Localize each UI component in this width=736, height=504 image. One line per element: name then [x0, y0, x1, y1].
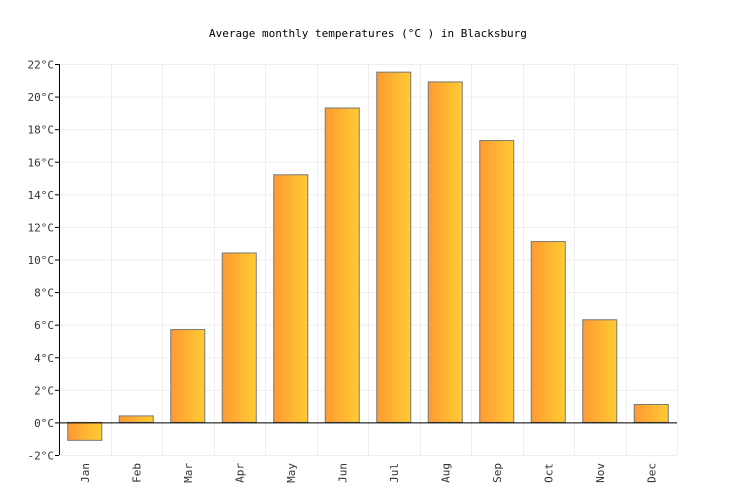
bar-feb: [118, 415, 154, 423]
y-tick-label: 18°C: [28, 124, 55, 137]
x-tick-label: Nov: [594, 463, 607, 483]
bar-jan: [67, 421, 103, 441]
y-tick-label: 10°C: [28, 254, 55, 267]
x-tick-label: Apr: [233, 463, 246, 483]
x-tick-label: Aug: [439, 463, 452, 483]
bar-sep: [479, 140, 515, 423]
x-tick-label: Jan: [79, 463, 92, 483]
bar-mar: [170, 329, 206, 423]
x-tick-label: Mar: [182, 463, 195, 483]
x-tick-label: Jul: [388, 463, 401, 483]
x-tick-label: Sep: [491, 463, 504, 483]
y-tick-label: 12°C: [28, 221, 55, 234]
y-tick-label: 4°C: [34, 352, 54, 365]
y-tick-label: 6°C: [34, 319, 54, 332]
bar-oct: [530, 241, 566, 423]
bar-jun: [324, 107, 360, 423]
bar-dec: [633, 403, 669, 423]
y-tick-label: -2°C: [28, 450, 55, 463]
y-tick-label: 2°C: [34, 384, 54, 397]
bar-jul: [376, 71, 412, 423]
chart-title: Average monthly temperatures (°C ) in Bl…: [209, 27, 527, 40]
x-tick-label: Jun: [336, 463, 349, 483]
bar-apr: [221, 252, 257, 423]
y-tick-label: 22°C: [28, 59, 55, 72]
y-tick-label: 8°C: [34, 287, 54, 300]
x-tick-label: Feb: [130, 463, 143, 483]
bar-may: [273, 174, 309, 423]
x-tick-label: Dec: [645, 463, 658, 483]
y-tick-label: 16°C: [28, 156, 55, 169]
y-tick-label: 20°C: [28, 91, 55, 104]
x-tick-label: Oct: [542, 463, 555, 483]
bar-aug: [427, 81, 463, 423]
y-tick-label: 14°C: [28, 189, 55, 202]
y-tick-label: 0°C: [34, 417, 54, 430]
bar-nov: [582, 319, 618, 423]
x-tick-label: May: [285, 463, 298, 483]
